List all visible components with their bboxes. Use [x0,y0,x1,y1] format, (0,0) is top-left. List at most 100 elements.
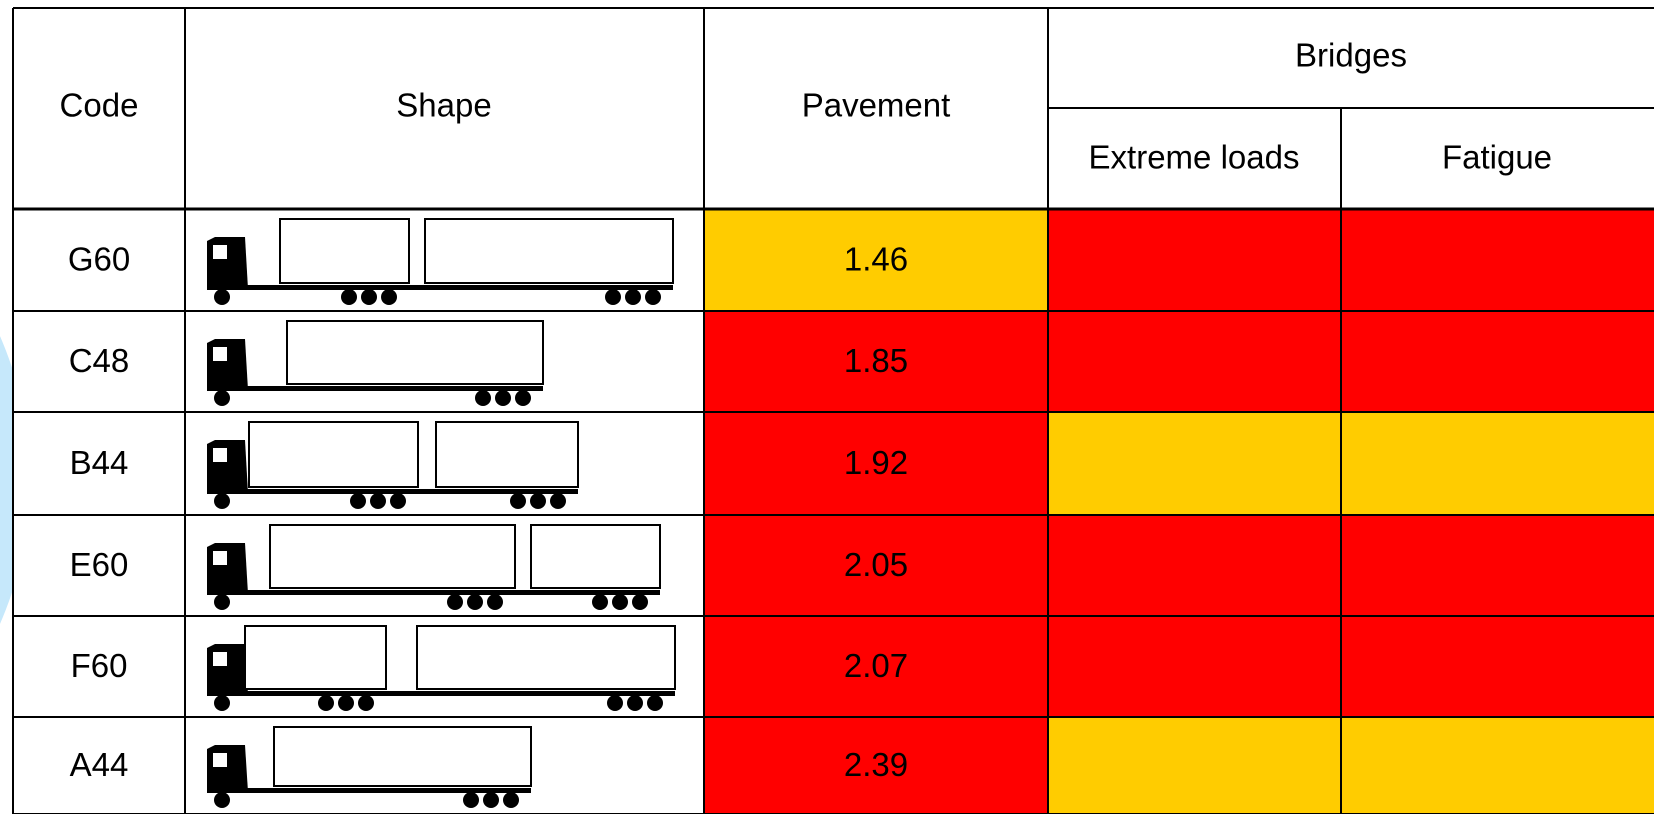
truck-wheel [338,695,354,711]
truck-icon [207,726,532,808]
truck-chassis [207,691,675,696]
truck-wheel [647,695,663,711]
truck-cab [207,543,248,594]
truck-wheel [625,289,641,305]
fatigue-cell [1341,515,1654,616]
truck-window [213,347,227,361]
truck-wheel [550,493,566,509]
truck-wheel [214,594,230,610]
truck-trailer [435,421,579,488]
extreme-loads-cell [1048,515,1341,616]
truck-icon [207,320,544,406]
truck-wheel [487,594,503,610]
truck-wheel [390,493,406,509]
truck-wheel [214,289,230,305]
truck-wheel [214,695,230,711]
header-code: Code [60,87,139,124]
pavement-cell [704,311,1048,412]
truck-wheel [214,493,230,509]
truck-wheel [361,289,377,305]
header-bridges: Bridges [1295,37,1407,74]
truck-chassis [207,285,673,290]
truck-trailer [248,421,419,488]
header-fatigue: Fatigue [1442,139,1552,176]
truck-wheel [510,493,526,509]
truck-wheel [370,493,386,509]
truck-wheel [612,594,628,610]
truck-wheel [341,289,357,305]
header-extreme-loads: Extreme loads [1089,139,1300,176]
truck-wheel [350,493,366,509]
truck-wheel [358,695,374,711]
truck-cab [207,644,248,695]
truck-shapes [207,218,676,808]
truck-trailer [416,625,676,690]
truck-chassis [207,788,531,793]
truck-chassis [207,489,578,494]
truck-trailer [269,524,516,589]
row-code: C48 [69,342,130,379]
row-code: G60 [68,241,130,278]
header-shape: Shape [396,87,491,124]
truck-wheel [627,695,643,711]
truck-trailer [244,625,387,690]
truck-wheel [495,390,511,406]
truck-icon [207,218,674,305]
pavement-cell [704,717,1048,814]
table-grid [12,7,1654,814]
truck-icon [207,421,579,509]
pavement-value: 2.39 [844,746,908,783]
extreme-loads-cell [1048,616,1341,717]
truck-wheel [381,289,397,305]
truck-wheel [632,594,648,610]
truck-window [213,448,227,462]
truck-chassis [207,386,543,391]
fatigue-cell [1341,717,1654,814]
truck-wheel [483,792,499,808]
fatigue-cell [1341,209,1654,311]
truck-trailer [530,524,661,589]
row-code: F60 [71,647,128,684]
fatigue-cell [1341,616,1654,717]
truck-trailer [273,726,532,787]
fatigue-cell [1341,311,1654,412]
truck-window [213,551,227,565]
truck-wheel [467,594,483,610]
truck-wheel [214,390,230,406]
row-code: E60 [70,546,129,583]
truck-window [213,245,227,259]
truck-wheel [607,695,623,711]
pavement-value: 1.92 [844,444,908,481]
truck-wheel [463,792,479,808]
truck-cab [207,440,248,493]
header-pavement: Pavement [802,87,951,124]
extreme-loads-cell [1048,311,1341,412]
truck-wheel [318,695,334,711]
table-cells [704,209,1654,814]
truck-wheel [605,289,621,305]
truck-wheel [503,792,519,808]
extreme-loads-cell [1048,717,1341,814]
row-code: B44 [70,444,129,481]
pavement-value: 2.07 [844,647,908,684]
pavement-value: 2.05 [844,546,908,583]
truck-cab [207,237,248,289]
truck-chassis [207,590,660,595]
pavement-value: 1.46 [844,241,908,278]
extreme-loads-cell [1048,412,1341,515]
truck-wheel [515,390,531,406]
truck-icon [207,524,661,610]
truck-wheel [645,289,661,305]
truck-wheel [447,594,463,610]
truck-wheel [592,594,608,610]
pavement-value: 1.85 [844,342,908,379]
pavement-cell [704,209,1048,311]
truck-wheel [475,390,491,406]
truck-cab [207,745,248,792]
pavement-cell [704,412,1048,515]
truck-cab [207,339,248,390]
pavement-cell [704,515,1048,616]
truck-wheel [530,493,546,509]
truck-wheel [214,792,230,808]
